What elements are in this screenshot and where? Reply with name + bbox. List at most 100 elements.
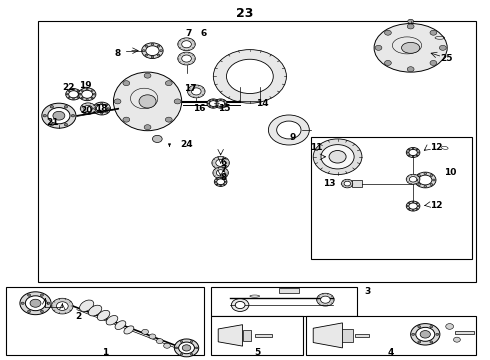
Circle shape <box>416 149 418 150</box>
Ellipse shape <box>98 310 110 320</box>
Circle shape <box>190 354 193 355</box>
Text: 12: 12 <box>430 143 442 152</box>
Bar <box>455 331 474 334</box>
Circle shape <box>81 90 83 91</box>
Circle shape <box>66 89 81 100</box>
Text: 16: 16 <box>194 104 206 113</box>
Bar <box>343 329 353 342</box>
Circle shape <box>220 185 221 186</box>
Circle shape <box>216 100 218 102</box>
Circle shape <box>216 159 225 166</box>
Circle shape <box>51 298 73 314</box>
Ellipse shape <box>139 95 156 108</box>
Text: 4: 4 <box>388 348 394 357</box>
Circle shape <box>50 105 53 108</box>
Circle shape <box>21 302 24 305</box>
Circle shape <box>142 329 148 334</box>
Bar <box>311 137 471 258</box>
Circle shape <box>207 99 220 108</box>
Circle shape <box>101 103 103 104</box>
Circle shape <box>385 30 392 35</box>
Text: 10: 10 <box>444 168 456 177</box>
Circle shape <box>216 184 218 185</box>
Circle shape <box>42 103 76 128</box>
Circle shape <box>164 343 171 348</box>
Circle shape <box>82 90 93 98</box>
Circle shape <box>220 107 221 108</box>
Circle shape <box>416 327 435 341</box>
Text: 2: 2 <box>75 312 81 321</box>
Ellipse shape <box>115 321 126 329</box>
Circle shape <box>73 98 74 100</box>
Circle shape <box>68 90 70 92</box>
Circle shape <box>430 175 433 176</box>
Circle shape <box>81 97 83 99</box>
Circle shape <box>144 73 151 78</box>
Circle shape <box>145 54 147 56</box>
Circle shape <box>91 97 93 99</box>
Circle shape <box>97 104 107 113</box>
Circle shape <box>108 108 110 109</box>
Circle shape <box>94 108 96 109</box>
Circle shape <box>142 43 163 59</box>
Circle shape <box>313 139 362 175</box>
Text: 3: 3 <box>365 287 370 296</box>
Circle shape <box>47 302 50 305</box>
Circle shape <box>182 345 191 351</box>
Bar <box>211 287 357 316</box>
Circle shape <box>436 333 439 336</box>
Circle shape <box>27 310 30 312</box>
Circle shape <box>157 45 160 47</box>
Circle shape <box>48 108 70 124</box>
Circle shape <box>223 100 225 102</box>
Bar <box>279 288 298 293</box>
Circle shape <box>71 114 74 117</box>
Circle shape <box>418 325 421 328</box>
Circle shape <box>77 97 79 98</box>
Ellipse shape <box>374 23 447 72</box>
Circle shape <box>416 155 418 156</box>
Circle shape <box>412 210 414 211</box>
Circle shape <box>223 179 225 180</box>
Circle shape <box>217 179 224 185</box>
Circle shape <box>212 157 229 169</box>
Circle shape <box>68 97 70 98</box>
Text: 22: 22 <box>62 83 75 92</box>
Circle shape <box>430 184 433 185</box>
Bar <box>211 316 303 355</box>
Text: 6: 6 <box>200 29 207 38</box>
Text: 14: 14 <box>256 99 269 108</box>
Circle shape <box>123 81 130 86</box>
Circle shape <box>157 54 160 56</box>
Circle shape <box>375 45 382 50</box>
Circle shape <box>418 184 420 185</box>
Circle shape <box>218 103 219 104</box>
Circle shape <box>320 296 330 303</box>
Circle shape <box>178 38 196 51</box>
Circle shape <box>25 296 46 311</box>
Circle shape <box>106 104 108 105</box>
Circle shape <box>412 156 414 157</box>
Text: 11: 11 <box>311 143 323 152</box>
Circle shape <box>69 91 78 98</box>
Circle shape <box>217 101 224 107</box>
Circle shape <box>66 94 68 95</box>
Text: 17: 17 <box>184 84 197 93</box>
Polygon shape <box>313 323 343 348</box>
Ellipse shape <box>124 326 134 334</box>
Circle shape <box>209 100 211 102</box>
Circle shape <box>145 45 147 47</box>
Circle shape <box>411 324 440 345</box>
Circle shape <box>409 149 417 156</box>
Circle shape <box>407 206 408 207</box>
Circle shape <box>188 85 205 98</box>
Circle shape <box>213 167 228 179</box>
Circle shape <box>192 88 201 95</box>
Text: 20: 20 <box>80 106 93 115</box>
Circle shape <box>220 177 221 179</box>
Circle shape <box>56 302 68 310</box>
Text: 7: 7 <box>186 29 192 38</box>
Circle shape <box>418 341 421 343</box>
Circle shape <box>430 30 437 35</box>
Circle shape <box>53 111 65 120</box>
